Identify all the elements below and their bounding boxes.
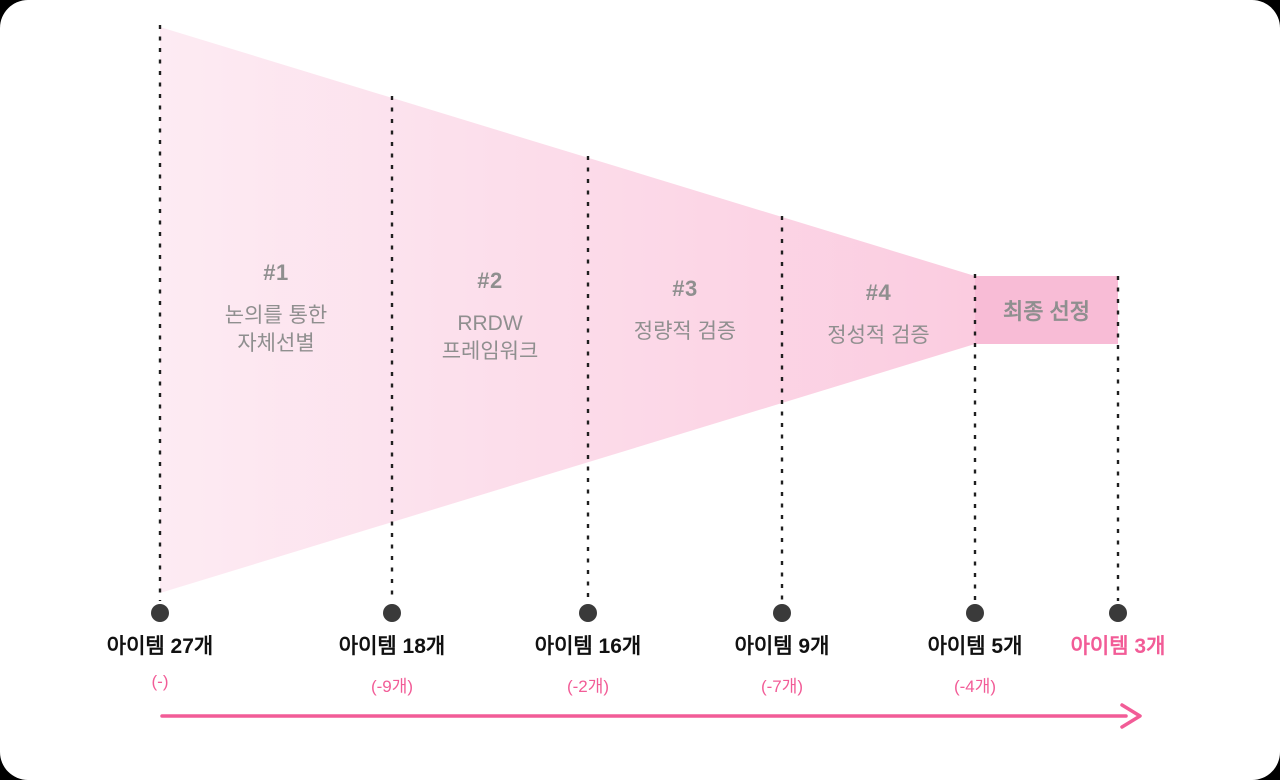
item-delta: (-9개) — [370, 677, 414, 696]
milestone-label-1: 아이템 27개 (-) — [45, 630, 275, 692]
progress-arrow-head — [1120, 703, 1142, 729]
item-delta: (-4개) — [953, 677, 997, 696]
milestone-label-2: 아이템 18개 (-9개) — [277, 630, 507, 697]
milestone-dot-6 — [1109, 604, 1127, 622]
final-selection-label: 최종 선정 — [1002, 299, 1091, 324]
item-count: 아이템 5개 — [927, 635, 1023, 658]
milestone-label-3: 아이템 16개 (-2개) — [473, 630, 703, 697]
milestone-dot-1 — [151, 604, 169, 622]
final-selection-box — [975, 276, 1118, 344]
item-count: 아이템 16개 — [534, 635, 642, 658]
milestone-label-4: 아이템 9개 (-7개) — [667, 630, 897, 697]
milestone-dot-4 — [773, 604, 791, 622]
milestone-label-5: 아이템 5개 (-4개) — [860, 630, 1090, 697]
item-delta: (-7개) — [760, 677, 804, 696]
item-count: 아이템 18개 — [338, 635, 446, 658]
milestone-dot-2 — [383, 604, 401, 622]
item-delta: (-2개) — [566, 677, 610, 696]
item-count: 아이템 9개 — [734, 635, 830, 658]
item-count: 아이템 27개 — [106, 635, 214, 658]
milestone-dot-3 — [579, 604, 597, 622]
funnel-shape — [160, 27, 975, 593]
item-count: 아이템 3개 — [1070, 635, 1166, 658]
milestone-dot-5 — [966, 604, 984, 622]
item-delta: (-) — [151, 672, 169, 691]
milestone-label-6: 아이템 3개 — [1003, 630, 1233, 660]
